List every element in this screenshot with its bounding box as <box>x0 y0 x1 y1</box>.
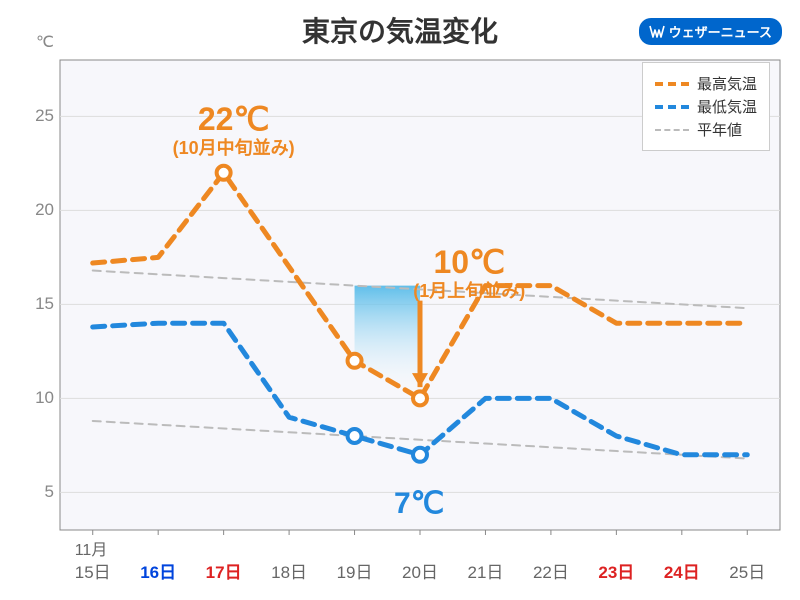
x-tick: 24日 <box>664 558 700 583</box>
y-tick: 10 <box>20 388 54 408</box>
x-tick: 21日 <box>467 558 503 583</box>
y-tick: 5 <box>20 482 54 502</box>
x-tick: 20日 <box>402 558 438 583</box>
legend-row: 最高気温 <box>655 73 757 94</box>
annotation-high-peak-value: 22℃ <box>144 101 324 138</box>
legend-row: 平年値 <box>655 119 757 140</box>
legend-swatch <box>655 129 689 131</box>
legend-swatch <box>655 105 689 109</box>
temperature-chart: 東京の気温変化 ℃ ウェザーニュース 最高気温最低気温平年値 22℃ (10月中… <box>0 0 800 600</box>
x-tick: 19日 <box>337 558 373 583</box>
annotation-high-dip: 10℃ (1月上旬並み) <box>379 244 559 301</box>
x-tick: 16日 <box>140 558 176 583</box>
legend-row: 最低気温 <box>655 96 757 117</box>
y-tick: 20 <box>20 200 54 220</box>
x-tick: 15日 <box>75 558 111 583</box>
annotation-high-peak: 22℃ (10月中旬並み) <box>144 101 324 158</box>
annotation-high-dip-note: (1月上旬並み) <box>379 281 559 302</box>
annotation-high-peak-note: (10月中旬並み) <box>144 138 324 159</box>
annotation-low-dip-value: 7℃ <box>394 487 444 520</box>
x-tick: 22日 <box>533 558 569 583</box>
legend-label: 最高気温 <box>697 73 757 94</box>
x-tick: 18日 <box>271 558 307 583</box>
annotation-high-dip-value: 10℃ <box>379 244 559 281</box>
legend-label: 平年値 <box>697 119 742 140</box>
annotation-low-dip: 7℃ <box>394 486 444 521</box>
y-tick: 15 <box>20 294 54 314</box>
legend-label: 最低気温 <box>697 96 757 117</box>
x-axis-month: 11月 <box>75 536 108 560</box>
y-tick: 25 <box>20 106 54 126</box>
legend: 最高気温最低気温平年値 <box>642 62 770 151</box>
x-tick: 25日 <box>729 558 765 583</box>
x-tick: 17日 <box>206 558 242 583</box>
x-tick: 23日 <box>598 558 634 583</box>
legend-swatch <box>655 82 689 86</box>
